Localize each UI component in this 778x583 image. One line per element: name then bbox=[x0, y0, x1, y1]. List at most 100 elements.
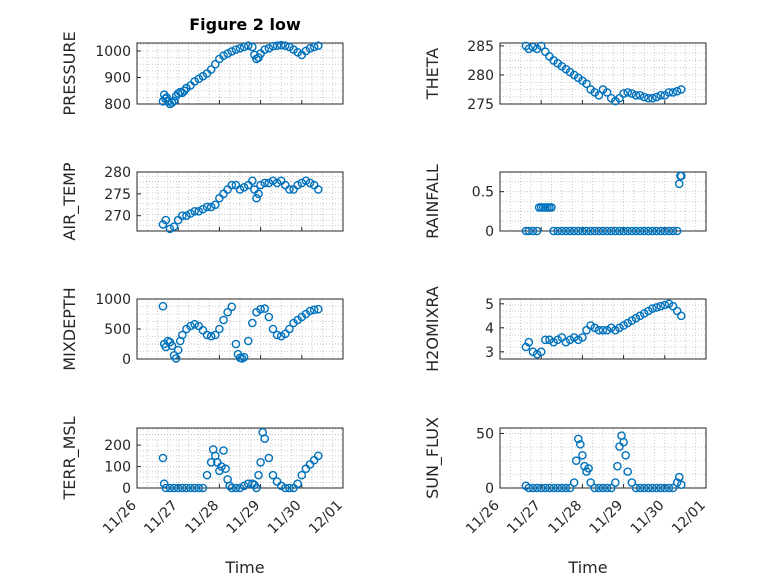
data-point bbox=[524, 44, 534, 54]
data-point bbox=[656, 301, 665, 311]
data-point bbox=[219, 189, 228, 199]
data-point bbox=[254, 470, 263, 480]
data-point bbox=[676, 480, 686, 490]
data-point bbox=[173, 345, 183, 355]
data-point bbox=[293, 479, 302, 489]
data-point bbox=[541, 47, 550, 57]
x-tick-label: 11/28 bbox=[545, 498, 585, 538]
data-point bbox=[541, 335, 550, 345]
data-point bbox=[276, 40, 286, 50]
data-point bbox=[309, 455, 319, 465]
y-tick-label: 200 bbox=[104, 438, 131, 454]
x-axis-label-left: Time bbox=[224, 558, 264, 577]
data-point bbox=[178, 211, 187, 221]
data-point bbox=[652, 226, 661, 236]
data-point bbox=[227, 180, 237, 190]
data-point bbox=[206, 65, 216, 74]
data-point bbox=[672, 478, 682, 487]
data-point bbox=[578, 226, 587, 236]
data-point bbox=[206, 331, 216, 341]
y-tick-label: 285 bbox=[467, 39, 494, 55]
data-point bbox=[248, 318, 257, 328]
data-point bbox=[305, 44, 315, 53]
x-tick-label: 11/26 bbox=[463, 497, 503, 537]
y-tick-label: 0 bbox=[485, 481, 494, 497]
data-point bbox=[621, 450, 630, 460]
panel-rainfall: 0 0.5 RAINFALL bbox=[423, 164, 707, 240]
data-point bbox=[198, 204, 208, 214]
data-point bbox=[231, 483, 241, 493]
data-point bbox=[301, 176, 311, 186]
data-point bbox=[576, 440, 585, 449]
data-point bbox=[285, 185, 294, 194]
data-point bbox=[198, 483, 208, 493]
data-point bbox=[165, 483, 175, 493]
data-point bbox=[569, 226, 579, 236]
data-point bbox=[169, 222, 179, 231]
data-point bbox=[186, 209, 195, 218]
data-point bbox=[260, 304, 270, 313]
y-tick-label: 3 bbox=[485, 345, 494, 361]
axes-frame bbox=[499, 298, 707, 360]
data-point bbox=[248, 42, 257, 52]
data-point bbox=[676, 85, 686, 94]
y-tick-label: 900 bbox=[104, 70, 131, 86]
data-point bbox=[565, 226, 575, 236]
data-point bbox=[639, 92, 649, 102]
data-point bbox=[227, 47, 237, 56]
data-point bbox=[580, 461, 589, 471]
data-point bbox=[239, 352, 249, 362]
data-point bbox=[584, 464, 593, 473]
y-tick-label: 280 bbox=[104, 165, 131, 181]
data-point bbox=[573, 226, 583, 236]
data-point bbox=[615, 226, 624, 236]
x-tick-label: 11/28 bbox=[182, 498, 222, 538]
data-point bbox=[190, 319, 199, 329]
data-point bbox=[202, 470, 212, 480]
data-point bbox=[158, 453, 168, 463]
data-point bbox=[202, 202, 212, 212]
x-tick-label: 11/30 bbox=[628, 498, 668, 538]
data-point bbox=[660, 300, 670, 310]
y-axis-label: RAINFALL bbox=[423, 164, 442, 239]
data-point bbox=[644, 93, 653, 103]
data-point bbox=[272, 178, 282, 188]
data-point bbox=[536, 347, 546, 357]
data-point bbox=[206, 457, 216, 467]
data-point bbox=[536, 41, 546, 51]
y-axis-label: THETA bbox=[423, 48, 442, 100]
data-point bbox=[582, 325, 591, 335]
data-point bbox=[674, 472, 684, 482]
data-point bbox=[578, 333, 587, 342]
data-point bbox=[672, 226, 682, 236]
y-axis-label: TERR_MSL bbox=[60, 416, 80, 500]
panel-terr_msl: 11/26 11/27 11/28 11/29 11/30 12/01 0 100 200 TER… bbox=[60, 416, 346, 537]
y-tick-label: 50 bbox=[476, 426, 494, 442]
data-point bbox=[660, 226, 670, 236]
data-point bbox=[158, 301, 168, 311]
data-point bbox=[652, 92, 661, 102]
data-point bbox=[227, 483, 237, 493]
data-point bbox=[532, 483, 542, 493]
data-point bbox=[297, 178, 307, 188]
y-tick-label: 100 bbox=[104, 460, 131, 476]
data-point bbox=[613, 461, 622, 471]
data-point bbox=[561, 483, 571, 493]
data-point bbox=[639, 483, 649, 493]
data-point bbox=[528, 226, 538, 236]
x-tick-label: 11/26 bbox=[100, 497, 140, 537]
data-point bbox=[162, 93, 171, 102]
data-point bbox=[305, 178, 315, 188]
data-point bbox=[602, 226, 612, 236]
x-tick-label: 12/01 bbox=[669, 498, 709, 538]
data-point bbox=[594, 226, 604, 236]
data-point bbox=[586, 226, 595, 236]
data-point bbox=[611, 226, 620, 236]
data-point bbox=[598, 226, 608, 236]
x-tick-label: 11/27 bbox=[141, 498, 181, 538]
data-point bbox=[264, 44, 274, 53]
data-point bbox=[239, 182, 249, 192]
data-point bbox=[194, 483, 204, 493]
data-point bbox=[223, 49, 232, 58]
